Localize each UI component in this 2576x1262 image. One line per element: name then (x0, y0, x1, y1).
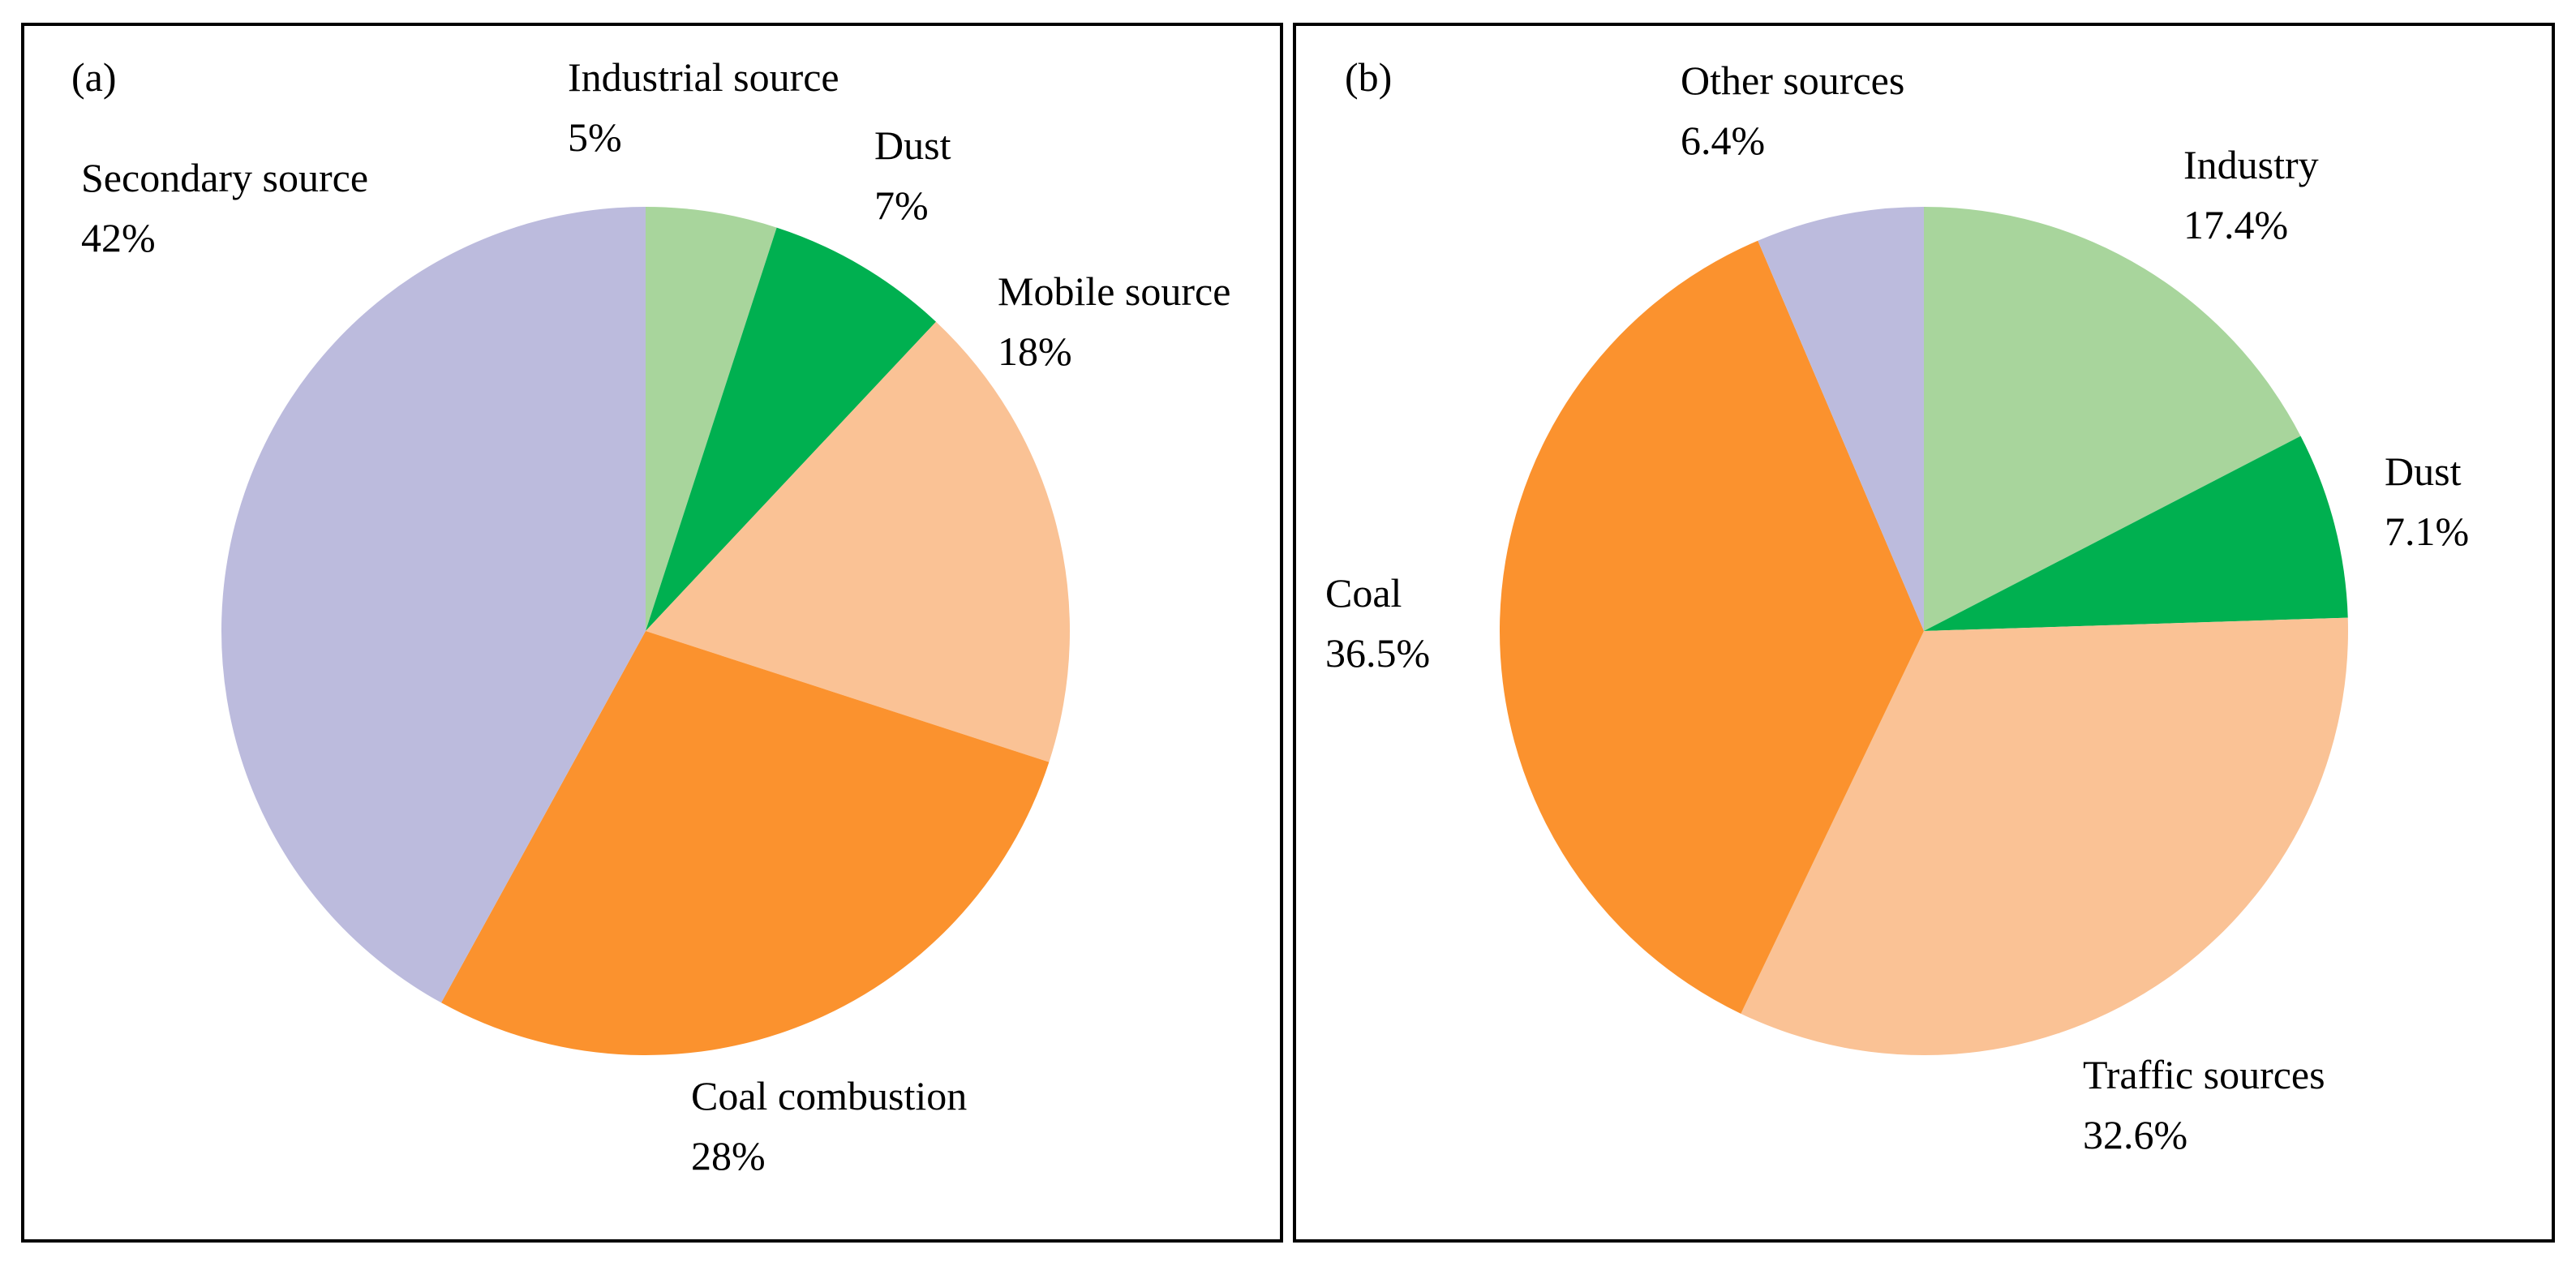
pie-b-label-coal: Coal 36.5% (1325, 570, 1430, 676)
pie-b-slice-other-sources (1758, 207, 1924, 631)
pie-a (221, 207, 1070, 1056)
pie-a-label-name: Secondary source (81, 155, 368, 200)
pie-a-label-dust: Dust 7% (874, 122, 951, 228)
pie-a-label-name: Mobile source (998, 268, 1230, 314)
panel-b: (b) Industry 17.4% Dust 7.1% Traffic sou… (1293, 23, 2555, 1243)
pie-a-label-secondary-source: Secondary source 42% (81, 155, 368, 260)
pie-a-slice-coal-combustion (441, 631, 1050, 1056)
pie-b-label-dust: Dust 7.1% (2385, 449, 2469, 554)
pie-a-slice-secondary-source (221, 207, 646, 1003)
panel-a-label: (a) (71, 54, 117, 100)
pie-b-label-value: 36.5% (1325, 630, 1430, 676)
pie-a-label-mobile-source: Mobile source 18% (998, 268, 1230, 374)
pie-b-slice-traffic-sources (1741, 617, 2348, 1056)
pie-b-label-name: Traffic sources (2083, 1052, 2325, 1097)
pie-b-label-industry: Industry 17.4% (2183, 142, 2319, 247)
pie-b-label-value: 17.4% (2183, 202, 2288, 247)
pie-b-label-value: 32.6% (2083, 1112, 2187, 1157)
pie-a-label-value: 5% (568, 114, 622, 160)
pie-a-label-industrial-source: Industrial source 5% (568, 54, 839, 160)
pie-a-label-value: 7% (874, 182, 929, 228)
pie-a-slice-dust (646, 227, 937, 631)
pie-b (1499, 207, 2348, 1056)
pie-b-slice-coal (1499, 240, 1924, 1014)
pie-b-label-value: 6.4% (1681, 118, 1765, 163)
panel-a: (a) Industrial source 5% Dust 7% Mobile … (21, 23, 1283, 1243)
pie-b-label-name: Industry (2183, 142, 2319, 187)
pie-b-label-name: Other sources (1681, 58, 1904, 103)
panel-b-label: (b) (1345, 54, 1392, 100)
pie-a-label-name: Industrial source (568, 54, 839, 100)
pie-b-label-value: 7.1% (2385, 509, 2469, 554)
pie-b-slice-industry (1924, 207, 2301, 631)
pie-a-label-coal-combustion: Coal combustion 28% (691, 1073, 967, 1178)
pie-a-label-name: Dust (874, 122, 951, 168)
pie-a-label-value: 28% (691, 1133, 766, 1178)
pie-a-label-name: Coal combustion (691, 1073, 967, 1118)
pie-a-slice-mobile-source (646, 321, 1070, 762)
pie-a-slice-industrial-source (646, 207, 777, 631)
pie-b-label-name: Coal (1325, 570, 1402, 616)
pie-b-label-other-sources: Other sources 6.4% (1681, 58, 1904, 163)
pie-b-slice-dust (1924, 436, 2348, 631)
pie-b-label-name: Dust (2385, 449, 2462, 494)
pie-a-label-value: 18% (998, 328, 1072, 374)
pie-b-label-traffic-sources: Traffic sources 32.6% (2083, 1052, 2325, 1157)
pie-a-label-value: 42% (81, 215, 156, 260)
